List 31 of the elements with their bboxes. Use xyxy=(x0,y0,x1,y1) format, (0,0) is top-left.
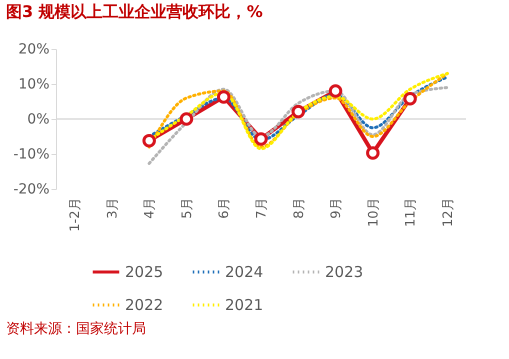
x-tick-label: 12月 xyxy=(440,198,456,228)
x-tick-label: 7月 xyxy=(254,198,270,219)
x-tick-label: 10月 xyxy=(366,198,382,228)
point xyxy=(403,92,417,106)
point xyxy=(180,112,194,126)
x-tick-label: 5月 xyxy=(180,198,195,219)
y-tick-label: -20% xyxy=(13,182,50,198)
legend-label: 2025 xyxy=(125,263,164,281)
x-tick-label: 1-2月 xyxy=(68,198,84,232)
legend-label: 2021 xyxy=(225,296,264,314)
x-tick-label: 11月 xyxy=(404,198,419,228)
point xyxy=(366,146,380,160)
text: 资料来源：国家统计局 xyxy=(6,321,146,337)
legend-label: 2023 xyxy=(325,263,364,281)
x-tick-label: 3月 xyxy=(105,198,120,219)
y-tick-label: -10% xyxy=(13,146,50,162)
chart-title: 图3 规模以上工业企业营收环比，% xyxy=(6,2,263,21)
point xyxy=(292,104,306,118)
x-tick-label: 9月 xyxy=(329,198,344,219)
x-tick-label: 8月 xyxy=(292,198,307,219)
x-tick-label: 4月 xyxy=(142,198,158,219)
point xyxy=(216,90,230,104)
legend-label: 2022 xyxy=(125,296,164,314)
x-tick-label: 6月 xyxy=(217,198,232,219)
point xyxy=(328,84,342,98)
y-tick-label: 0% xyxy=(27,112,50,128)
point xyxy=(142,134,156,148)
y-tick-label: 20% xyxy=(18,42,50,58)
y-tick-label: 10% xyxy=(18,76,50,92)
legend-label: 2024 xyxy=(225,263,264,281)
point xyxy=(254,132,268,146)
